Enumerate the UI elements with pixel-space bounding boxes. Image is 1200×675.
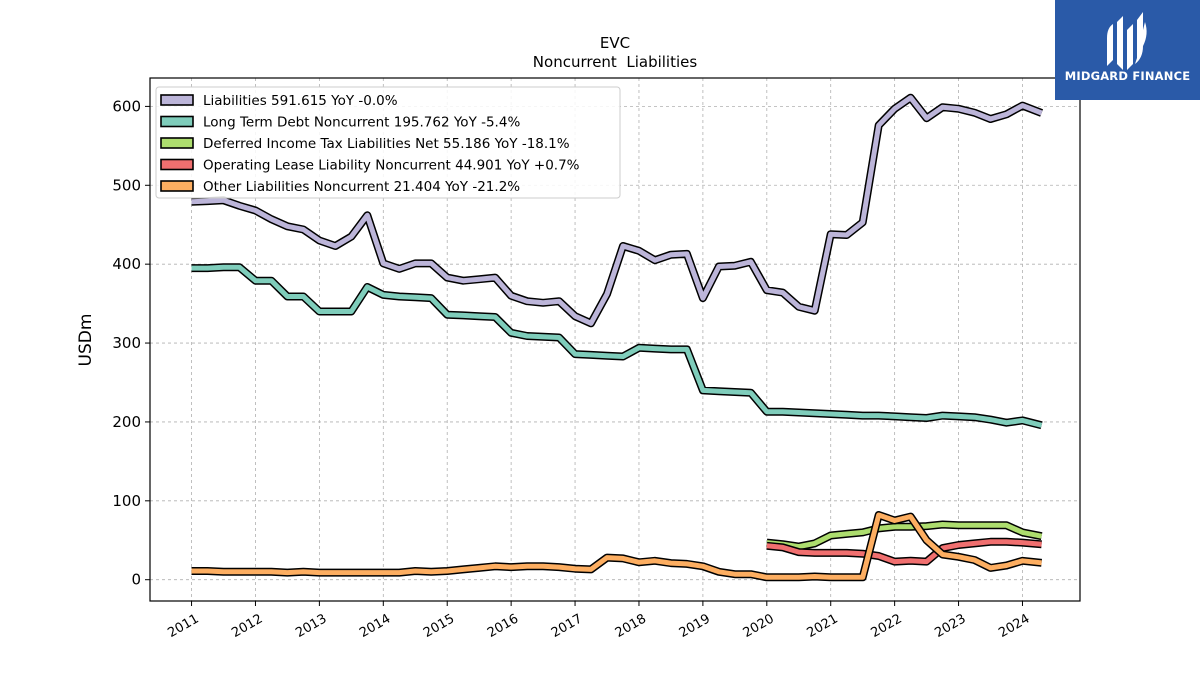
x-tick-label: 2022 — [868, 611, 904, 641]
legend: Liabilities 591.615 YoY -0.0% Long Term D… — [155, 86, 621, 199]
y-tick-label: 300 — [112, 334, 141, 352]
legend-label: Other Liabilities Noncurrent 21.404 YoY … — [203, 179, 520, 195]
y-tick-label: 200 — [112, 413, 141, 431]
legend-box — [155, 86, 621, 199]
y-tick-label: 100 — [112, 492, 141, 510]
y-axis-label: USDm — [76, 314, 96, 367]
legend-swatch — [160, 94, 194, 106]
chart-title: EVC — [600, 34, 630, 52]
x-tick-label: 2015 — [421, 611, 457, 641]
x-tick-label: 2016 — [485, 611, 521, 641]
midgard-logo-icon — [1107, 12, 1147, 70]
legend-label: Operating Lease Liability Noncurrent 44.… — [203, 158, 580, 174]
x-tick-label: 2019 — [677, 611, 713, 641]
plot-frame — [149, 77, 1081, 602]
series-line — [191, 95, 1043, 326]
series-lines — [191, 93, 1044, 582]
x-tick-label: 2013 — [293, 611, 329, 641]
legend-swatch — [160, 115, 194, 128]
x-tick-label: 2017 — [549, 611, 585, 641]
legend-swatch — [160, 137, 194, 149]
x-tick-label: 2011 — [165, 611, 201, 641]
x-tick-label: 2024 — [996, 611, 1032, 641]
x-tick-label: 2023 — [932, 611, 968, 641]
brand-name: MIDGARD FINANCE — [1064, 69, 1191, 83]
legend-swatch — [160, 180, 194, 192]
x-tick-label: 2014 — [357, 611, 393, 641]
series-line — [766, 522, 1043, 550]
series-line — [191, 264, 1043, 428]
y-axis-ticks: 0 100 200 300 400 500 600 — [112, 97, 150, 589]
x-tick-label: 2021 — [805, 611, 841, 641]
x-tick-label: 2012 — [229, 611, 265, 641]
y-tick-label: 0 — [131, 571, 141, 589]
legend-label: Deferred Income Tax Liabilities Net 55.1… — [203, 136, 570, 152]
x-axis-ticks: 2011 2012 2013 2014 2015 2016 2017 2018 2019 2020… — [165, 601, 1032, 641]
series-line — [766, 539, 1042, 565]
legend-label: Long Term Debt Noncurrent 195.762 YoY -5… — [203, 115, 520, 131]
series-line — [191, 512, 1042, 580]
x-tick-label: 2020 — [741, 611, 777, 641]
y-tick-label: 500 — [112, 176, 141, 194]
chart-subtitle: Noncurrent Liabilities — [533, 53, 698, 71]
legend-swatch — [160, 158, 194, 171]
y-tick-label: 400 — [112, 255, 141, 273]
brand-logo: MIDGARD FINANCE — [1055, 0, 1200, 100]
y-tick-label: 600 — [112, 97, 141, 115]
x-tick-label: 2018 — [613, 611, 649, 641]
legend-label: Liabilities 591.615 YoY -0.0% — [203, 93, 398, 109]
